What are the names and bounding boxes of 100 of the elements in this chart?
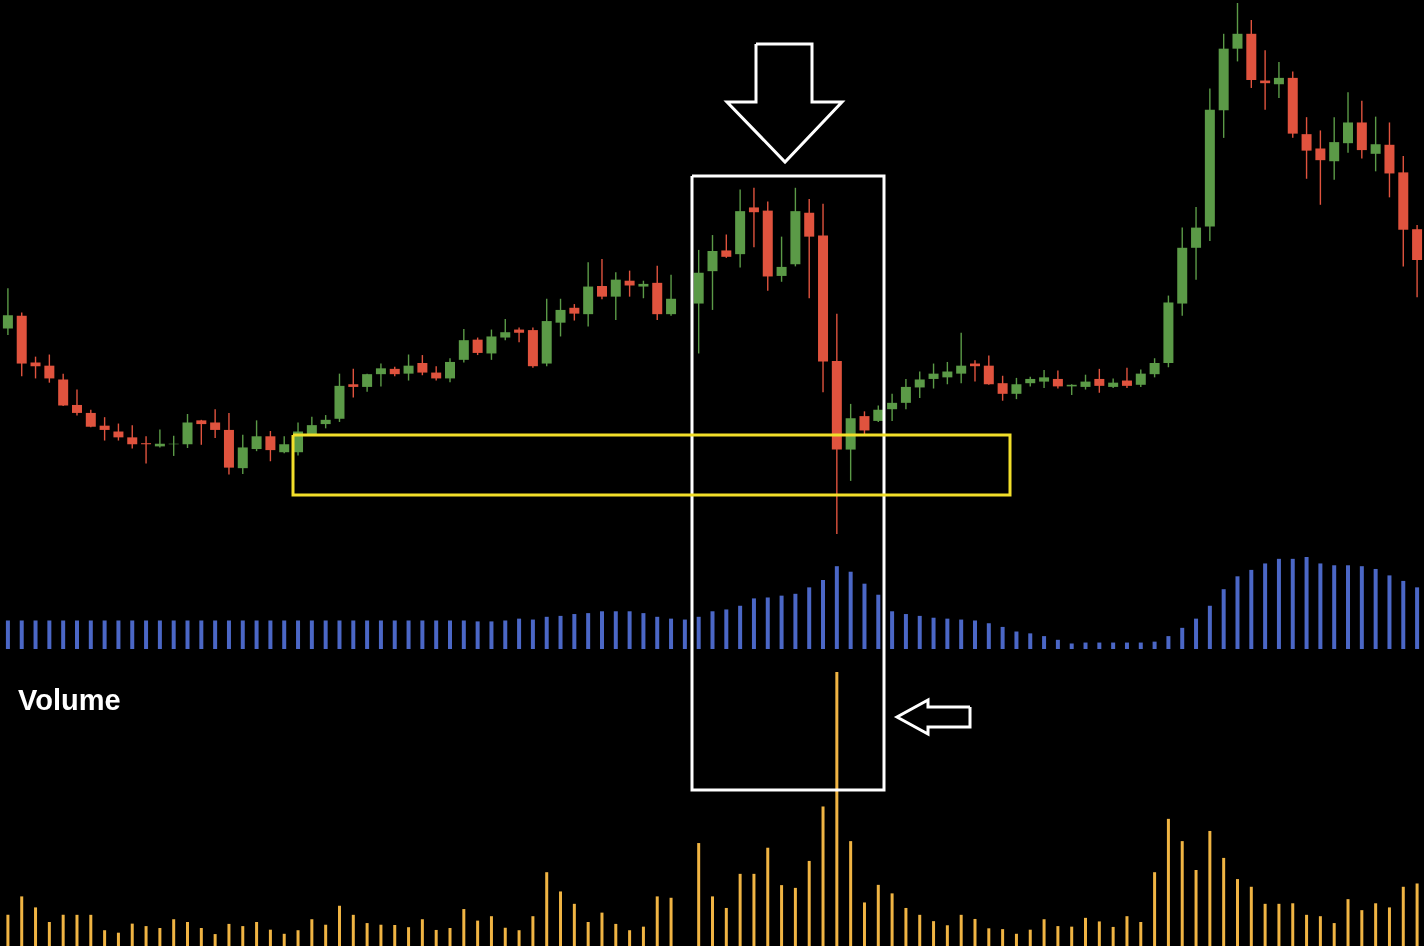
bar — [904, 907, 908, 946]
bar — [890, 893, 894, 946]
bar — [959, 914, 963, 946]
bar — [337, 905, 341, 946]
bar — [407, 927, 411, 946]
bar — [1359, 566, 1364, 649]
bar — [1014, 933, 1018, 946]
bar — [1290, 558, 1295, 649]
bar — [61, 914, 65, 946]
bar — [945, 618, 950, 649]
candlestick — [1052, 369, 1063, 390]
bar — [1166, 636, 1171, 649]
candlestick — [707, 234, 718, 311]
bar — [75, 914, 79, 946]
bar — [351, 620, 356, 649]
bar — [434, 620, 439, 649]
bar — [766, 847, 770, 946]
bar — [185, 620, 190, 649]
bar — [1124, 642, 1129, 649]
candlestick — [721, 233, 732, 259]
bar — [1180, 627, 1185, 649]
bar — [34, 907, 38, 946]
bar — [669, 897, 673, 946]
bar — [1207, 605, 1212, 649]
candlestick — [486, 328, 497, 361]
bar — [572, 614, 577, 649]
bar — [1263, 903, 1267, 946]
bar — [33, 620, 38, 649]
candlestick — [804, 198, 815, 299]
bar — [1125, 916, 1129, 946]
bar — [1235, 576, 1240, 649]
bar — [1332, 565, 1337, 649]
bar — [1194, 870, 1198, 946]
bar — [74, 620, 79, 649]
bar — [1152, 641, 1157, 649]
bar — [116, 620, 121, 649]
bar — [821, 580, 826, 649]
candlestick — [956, 332, 967, 384]
bar — [600, 912, 604, 946]
candlestick — [1301, 116, 1312, 180]
candlestick — [403, 353, 414, 382]
bar — [1415, 883, 1419, 946]
bar — [890, 611, 895, 649]
bar — [19, 620, 24, 649]
candlestick — [348, 368, 359, 399]
bar — [213, 934, 217, 946]
bar — [1373, 568, 1378, 649]
candlestick — [1191, 206, 1202, 281]
bar — [420, 919, 424, 946]
bar — [986, 623, 991, 649]
bar — [669, 618, 674, 649]
candlestick — [30, 355, 41, 380]
bar — [475, 621, 480, 649]
bar — [268, 620, 273, 649]
bar — [1042, 919, 1046, 946]
bar — [710, 611, 715, 649]
bar — [641, 926, 645, 946]
candlestick — [251, 419, 262, 452]
candlestick — [748, 187, 759, 248]
bar — [1097, 921, 1101, 946]
candlestick — [99, 416, 110, 442]
bar — [1305, 914, 1309, 946]
bar — [378, 620, 383, 649]
bar — [932, 921, 936, 946]
bar — [779, 595, 784, 649]
bar — [1014, 631, 1019, 649]
candlestick — [210, 408, 221, 439]
bar — [945, 925, 949, 946]
bar — [697, 843, 701, 946]
bar — [1249, 569, 1254, 649]
bar — [255, 921, 259, 946]
candlestick — [776, 235, 787, 283]
candlestick — [859, 410, 870, 435]
bar — [282, 620, 287, 649]
bar — [1221, 589, 1226, 649]
bar — [1415, 587, 1420, 649]
bar — [724, 609, 729, 649]
bar — [1249, 886, 1253, 946]
bar — [1153, 872, 1157, 946]
bar — [627, 611, 632, 649]
bar — [420, 620, 425, 649]
bar — [199, 928, 203, 946]
bar — [88, 620, 93, 649]
bar — [931, 617, 936, 649]
bar — [655, 896, 659, 946]
candlestick — [596, 258, 607, 300]
bar — [1180, 841, 1184, 946]
bar — [282, 933, 286, 946]
bar — [711, 896, 714, 946]
candlestick — [1011, 377, 1022, 400]
bar — [489, 621, 494, 649]
candlestick — [1343, 91, 1354, 154]
bar — [1291, 903, 1295, 946]
bar — [5, 620, 10, 649]
bar — [1069, 643, 1074, 649]
bar — [1028, 929, 1032, 946]
bar — [613, 611, 618, 649]
candlestick — [141, 435, 152, 465]
bar — [157, 620, 162, 649]
bar — [641, 613, 646, 649]
